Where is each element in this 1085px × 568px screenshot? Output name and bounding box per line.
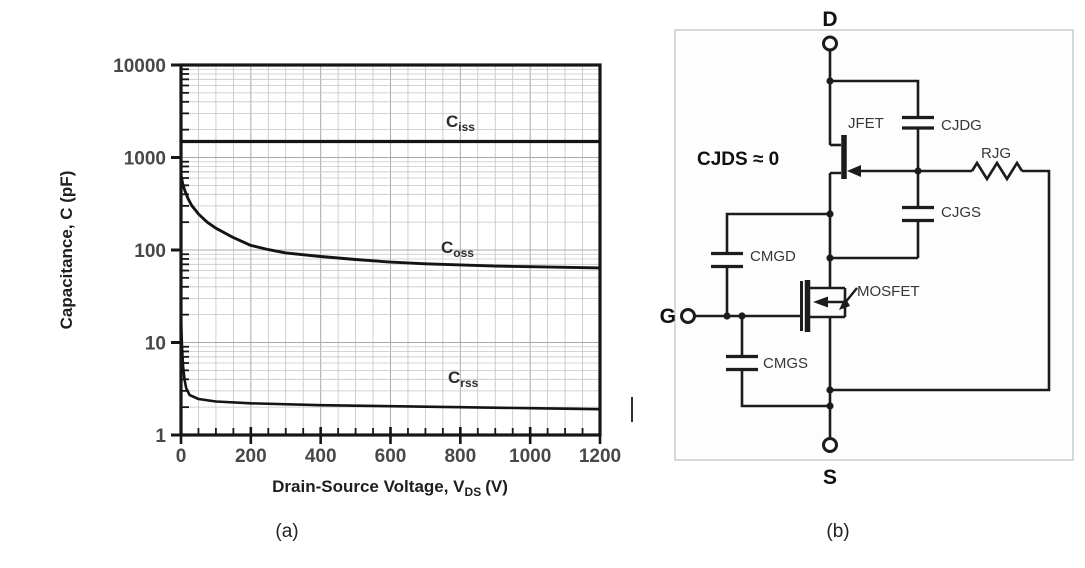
chart-plot-area: 0 200 400 600 800 1000 1200 10000 1000 100 10 1: [113, 56, 621, 467]
mosfet-body-arrow: [813, 296, 828, 308]
gate-terminal: [680, 308, 696, 324]
cjgs-label: CJGS: [941, 204, 981, 221]
drain-label: D: [822, 8, 837, 31]
cmgd-label: CMGD: [750, 248, 796, 265]
x-tick-label: 400: [305, 446, 337, 467]
x-tick-label: 0: [176, 446, 187, 467]
y-axis-title: Capacitance, C (pF): [57, 171, 76, 330]
cjgs-branch-wire: [830, 171, 920, 260]
caption-b: (b): [826, 521, 850, 542]
x-tick-label: 800: [444, 446, 476, 467]
y-tick-label: 100: [134, 241, 166, 262]
source-terminal: [822, 437, 838, 453]
cjds-note: CJDS ≈ 0: [697, 149, 779, 170]
y-tick-label: 1: [155, 426, 166, 447]
y-tick-label: 1000: [124, 149, 166, 170]
circuit-border: [674, 29, 1074, 461]
mosfet-diode-arrowhead: [839, 297, 850, 310]
x-tick-label: 600: [375, 446, 407, 467]
x-tick-label: 200: [235, 446, 267, 467]
jfet-label: JFET: [848, 115, 884, 132]
caption-a: (a): [275, 521, 299, 542]
x-tick-label: 1000: [509, 446, 551, 467]
gate-label: G: [660, 305, 676, 328]
y-tick-label: 10000: [113, 56, 166, 77]
curve-label-ciss: Ciss: [446, 112, 475, 134]
curve-Coss: [179, 173, 602, 270]
drain-terminal: [822, 35, 838, 52]
y-tick-label: 10: [145, 334, 166, 355]
cmgs-label: CMGS: [763, 355, 808, 372]
cjdg-label: CJDG: [941, 117, 982, 134]
cascode-circuit-diagram: D G S CJDS ≈ 0 JFET CJDG RJG CJGS CMGD M…: [660, 8, 1074, 489]
cjdg-branch-wire: [830, 79, 920, 171]
x-axis-title: Drain-Source Voltage, VDS (V): [272, 477, 508, 499]
curve-label-crss: Crss: [448, 368, 479, 390]
curve-Crss: [179, 317, 602, 411]
junction-dots: [723, 77, 922, 410]
x-tick-label: 1200: [579, 446, 621, 467]
jfet-source-stub: [828, 171, 841, 288]
source-label: S: [823, 466, 837, 489]
jfet-gate-arrow: [847, 165, 861, 177]
gate-return-wire: [830, 169, 1051, 392]
stray-cursor-artifact: [631, 397, 633, 422]
cmgs-branch-wire: [740, 316, 830, 408]
rjg-resistor: [970, 160, 1024, 182]
cmgd-branch-wire: [725, 212, 830, 316]
capacitance-chart: 0 200 400 600 800 1000 1200 10000 1000 100 10 1 Cis…: [57, 56, 621, 499]
curve-label-coss: Coss: [441, 238, 474, 260]
mosfet-label: MOSFET: [857, 283, 920, 300]
rjg-label: RJG: [981, 145, 1011, 162]
